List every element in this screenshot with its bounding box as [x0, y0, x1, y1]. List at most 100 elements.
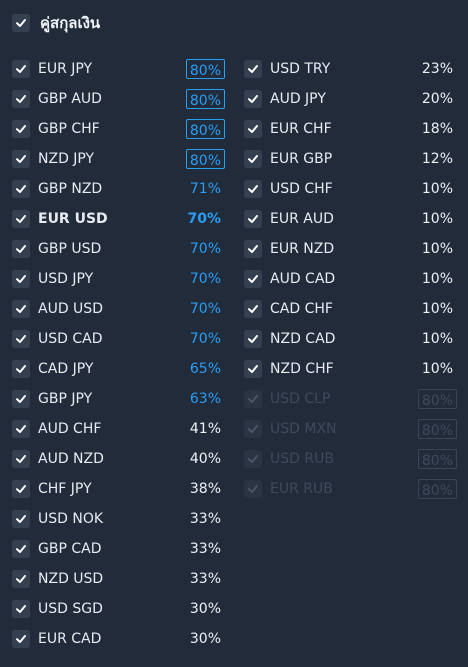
pair-label: CAD JPY: [38, 361, 94, 377]
currency-row[interactable]: EUR NZD 10%: [244, 234, 458, 264]
pair-checkbox[interactable]: [12, 330, 30, 348]
checkmark-icon: [16, 425, 26, 433]
currency-row[interactable]: AUD USD 70%: [12, 294, 226, 324]
currency-row[interactable]: AUD JPY 20%: [244, 84, 458, 114]
currency-row[interactable]: CHF JPY 38%: [12, 474, 226, 504]
pair-checkbox: [244, 480, 262, 498]
pair-checkbox[interactable]: [244, 360, 262, 378]
checkmark-icon: [16, 635, 26, 643]
pair-checkbox[interactable]: [244, 120, 262, 138]
checkmark-icon: [248, 155, 258, 163]
checkmark-icon: [16, 19, 26, 27]
currency-row[interactable]: GBP NZD 71%: [12, 174, 226, 204]
currency-row[interactable]: USD JPY 70%: [12, 264, 226, 294]
payout-percent: 10%: [421, 361, 453, 377]
payout-percent: 40%: [189, 451, 221, 467]
pair-label: AUD CHF: [38, 421, 102, 437]
select-all-checkbox[interactable]: [12, 14, 30, 32]
currency-row[interactable]: EUR JPY 80%: [12, 54, 226, 84]
pair-checkbox[interactable]: [244, 270, 262, 288]
currency-row[interactable]: AUD CAD 10%: [244, 264, 458, 294]
currency-row[interactable]: GBP CHF 80%: [12, 114, 226, 144]
currency-row[interactable]: GBP JPY 63%: [12, 384, 226, 414]
pair-checkbox[interactable]: [12, 600, 30, 618]
pair-checkbox[interactable]: [12, 240, 30, 258]
pair-checkbox[interactable]: [244, 240, 262, 258]
currency-row[interactable]: USD CHF 10%: [244, 174, 458, 204]
pair-checkbox[interactable]: [244, 330, 262, 348]
pair-label: EUR AUD: [270, 211, 334, 227]
currency-row[interactable]: EUR CAD 30%: [12, 624, 226, 654]
currency-row[interactable]: GBP AUD 80%: [12, 84, 226, 114]
payout-percent: 63%: [189, 391, 221, 407]
checkmark-icon: [16, 95, 26, 103]
currency-row[interactable]: GBP CAD 33%: [12, 534, 226, 564]
pair-checkbox[interactable]: [12, 450, 30, 468]
pair-checkbox[interactable]: [12, 570, 30, 588]
pair-checkbox[interactable]: [12, 210, 30, 228]
pair-label: CHF JPY: [38, 481, 92, 497]
pair-checkbox[interactable]: [12, 420, 30, 438]
pair-checkbox[interactable]: [244, 150, 262, 168]
payout-percent: 10%: [421, 181, 453, 197]
checkmark-icon: [248, 95, 258, 103]
payout-percent: 80%: [185, 149, 225, 169]
pair-label: USD SGD: [38, 601, 103, 617]
pair-checkbox[interactable]: [12, 150, 30, 168]
checkmark-icon: [248, 185, 258, 193]
pair-label: USD NOK: [38, 511, 104, 527]
pair-label: EUR CHF: [270, 121, 332, 137]
pair-label: NZD USD: [38, 571, 104, 587]
currency-row[interactable]: NZD CHF 10%: [244, 354, 458, 384]
currency-row[interactable]: AUD NZD 40%: [12, 444, 226, 474]
pair-label: USD RUB: [270, 451, 334, 467]
pair-checkbox[interactable]: [12, 180, 30, 198]
pair-checkbox[interactable]: [244, 300, 262, 318]
currency-row: USD RUB 80%: [244, 444, 458, 474]
pair-checkbox[interactable]: [244, 210, 262, 228]
pair-checkbox[interactable]: [12, 90, 30, 108]
pair-checkbox[interactable]: [12, 390, 30, 408]
checkmark-icon: [16, 365, 26, 373]
pair-checkbox[interactable]: [244, 90, 262, 108]
currency-row[interactable]: AUD CHF 41%: [12, 414, 226, 444]
pair-checkbox[interactable]: [12, 300, 30, 318]
checkmark-icon: [16, 485, 26, 493]
payout-percent: 80%: [417, 419, 457, 439]
checkmark-icon: [248, 65, 258, 73]
payout-percent: 80%: [185, 89, 225, 109]
pair-checkbox[interactable]: [12, 540, 30, 558]
payout-percent: 33%: [189, 571, 221, 587]
currency-row[interactable]: EUR GBP 12%: [244, 144, 458, 174]
pair-checkbox[interactable]: [244, 60, 262, 78]
checkmark-icon: [16, 155, 26, 163]
pair-label: EUR USD: [38, 211, 108, 227]
currency-row[interactable]: EUR CHF 18%: [244, 114, 458, 144]
currency-list-right: USD TRY 23% AUD JPY 20% EUR CHF 18% EUR GBP 12%…: [244, 54, 458, 504]
pair-label: EUR GBP: [270, 151, 333, 167]
pair-checkbox[interactable]: [244, 180, 262, 198]
currency-row[interactable]: USD CAD 70%: [12, 324, 226, 354]
pair-checkbox[interactable]: [12, 360, 30, 378]
payout-percent: 12%: [421, 151, 453, 167]
currency-row[interactable]: GBP USD 70%: [12, 234, 226, 264]
currency-row[interactable]: USD TRY 23%: [244, 54, 458, 84]
pair-checkbox[interactable]: [12, 120, 30, 138]
currency-row[interactable]: NZD CAD 10%: [244, 324, 458, 354]
pair-checkbox[interactable]: [12, 270, 30, 288]
payout-percent: 70%: [187, 211, 221, 227]
currency-row[interactable]: NZD JPY 80%: [12, 144, 226, 174]
currency-row[interactable]: NZD USD 33%: [12, 564, 226, 594]
pair-checkbox[interactable]: [12, 480, 30, 498]
pair-checkbox[interactable]: [12, 510, 30, 528]
currency-row[interactable]: EUR AUD 10%: [244, 204, 458, 234]
currency-row[interactable]: CAD JPY 65%: [12, 354, 226, 384]
currency-row[interactable]: EUR USD 70%: [12, 204, 226, 234]
currency-row[interactable]: USD NOK 33%: [12, 504, 226, 534]
pair-checkbox[interactable]: [12, 60, 30, 78]
pair-checkbox[interactable]: [12, 630, 30, 648]
currency-row[interactable]: USD SGD 30%: [12, 594, 226, 624]
pair-label: AUD USD: [38, 301, 103, 317]
currency-row[interactable]: CAD CHF 10%: [244, 294, 458, 324]
checkmark-icon: [16, 125, 26, 133]
